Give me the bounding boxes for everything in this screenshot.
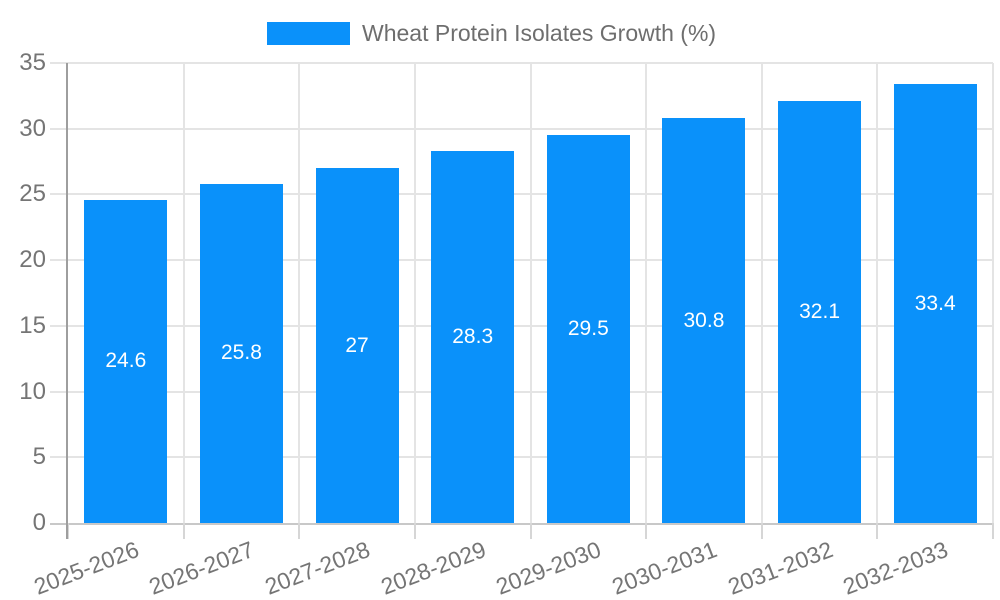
legend-item[interactable]: Wheat Protein Isolates Growth (%) [267,20,716,47]
bar[interactable]: 24.6 [84,199,168,523]
y-tick-label: 0 [32,509,46,536]
bar-value-label: 32.1 [799,300,840,324]
x-axis-tick [67,523,69,539]
vertical-gridline [298,63,301,523]
x-axis-tick [760,523,763,539]
bar-value-label: 27 [345,333,369,357]
horizontal-gridline [50,456,993,459]
bar[interactable]: 33.4 [893,84,977,523]
horizontal-gridline [50,62,993,64]
x-axis-tick [876,523,879,539]
bar[interactable]: 30.8 [662,118,746,523]
bar[interactable]: 29.5 [546,135,630,523]
bar[interactable]: 25.8 [199,183,283,523]
y-tick-label: 5 [32,443,46,471]
y-tick-label: 15 [19,311,46,339]
horizontal-gridline [50,259,993,262]
bar-value-label: 28.3 [452,325,494,349]
x-axis-tick [182,523,185,539]
x-axis-tick [298,523,301,539]
y-tick-label: 35 [19,49,46,76]
horizontal-gridline [50,127,993,130]
x-axis-baseline [50,523,993,525]
bar[interactable]: 32.1 [778,101,862,523]
horizontal-gridline [50,324,993,327]
vertical-gridline [876,63,879,523]
bar-value-label: 29.5 [567,317,609,341]
x-axis-tick [413,523,416,539]
vertical-gridline [529,63,532,523]
x-axis-tick [529,523,532,539]
y-tick-label: 25 [19,180,46,208]
vertical-gridline [645,63,648,523]
bar-value-label: 24.6 [105,349,147,373]
bar-value-label: 33.4 [914,291,956,315]
vertical-gridline [992,63,994,523]
horizontal-gridline [50,390,993,393]
y-axis-line [66,63,68,539]
y-tick-label: 30 [19,114,46,142]
vertical-gridline [182,63,185,523]
y-tick-label: 20 [19,246,46,274]
bar-value-label: 30.8 [683,308,725,332]
bar[interactable]: 28.3 [431,151,515,523]
legend-label: Wheat Protein Isolates Growth (%) [362,20,717,46]
legend-swatch [267,22,350,45]
y-tick-label: 10 [19,377,46,405]
x-axis-tick [992,523,994,539]
bar-value-label: 25.8 [221,341,262,365]
horizontal-gridline [50,193,993,196]
vertical-gridline [760,63,763,523]
vertical-gridline [413,63,416,523]
bar[interactable]: 27 [315,168,399,523]
x-axis-tick [645,523,648,539]
